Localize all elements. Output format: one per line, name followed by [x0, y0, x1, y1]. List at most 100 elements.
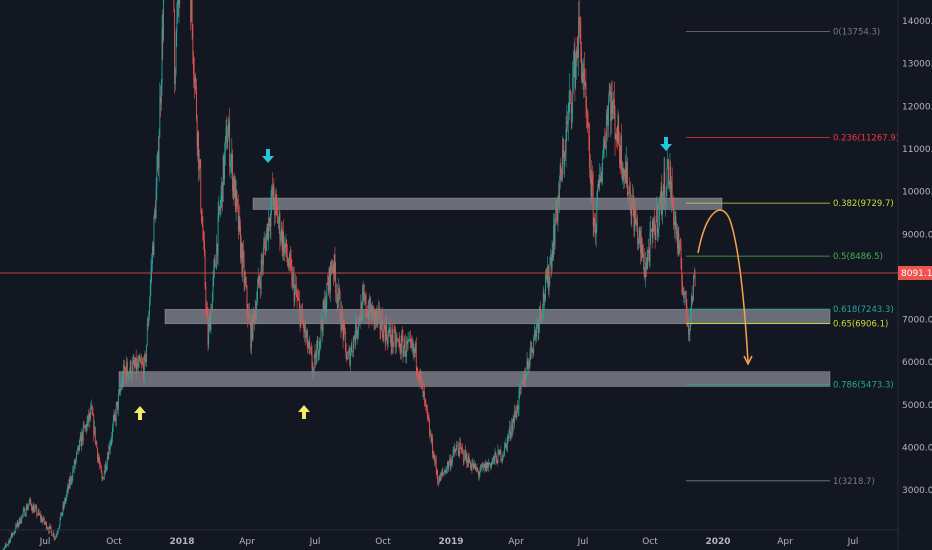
candle-body	[328, 268, 330, 291]
candle-body	[34, 507, 36, 508]
candle-body	[248, 311, 250, 320]
candle-body	[95, 441, 97, 443]
candle-body	[253, 309, 255, 314]
candle-body	[570, 94, 572, 113]
candle-body	[370, 308, 372, 313]
candle-body	[55, 537, 56, 539]
candle-body	[422, 383, 424, 397]
candle-body	[272, 185, 274, 196]
candle-body	[584, 68, 585, 87]
candle-body	[532, 349, 534, 354]
candle-body	[670, 166, 672, 201]
candle-body	[307, 330, 308, 349]
candle-body	[234, 179, 236, 197]
candle-body	[381, 317, 382, 330]
candle-body	[58, 525, 60, 529]
candle-body	[23, 508, 25, 511]
candle-body	[507, 436, 509, 439]
candle-body	[208, 326, 210, 345]
candle-body	[176, 18, 178, 33]
candle-body	[144, 355, 146, 357]
candle-body	[504, 445, 505, 456]
candle-body	[235, 179, 236, 212]
candle-body	[368, 309, 370, 320]
candle-body	[38, 511, 40, 515]
candle-body	[329, 268, 331, 292]
candle-body	[224, 152, 226, 179]
candle-body	[353, 337, 355, 339]
candle-body	[508, 433, 510, 439]
candle-body	[49, 525, 50, 532]
candle-body	[533, 337, 535, 354]
candle-body	[439, 475, 441, 482]
candle-body	[323, 301, 325, 309]
candle-body	[448, 462, 450, 468]
fibonacci-retracement: 0(13754.3) 0.236(11267.9) 0.382(9729.7) 0.5…	[686, 27, 899, 487]
candle-body	[123, 364, 125, 384]
candle-body	[239, 216, 241, 227]
candle-body	[483, 464, 485, 467]
candle-body	[315, 351, 317, 365]
candle-body	[25, 514, 26, 516]
candle-body	[262, 262, 264, 265]
candle-body	[212, 277, 214, 293]
candle-body	[240, 243, 242, 259]
candle-body	[351, 345, 353, 352]
candle-body	[227, 131, 229, 137]
candle-body	[478, 474, 480, 476]
candle-body	[102, 477, 104, 479]
candle-body	[214, 259, 216, 266]
candle-body	[619, 153, 621, 165]
candle-body	[124, 368, 126, 370]
candle-body	[648, 253, 650, 262]
candle-body	[605, 146, 606, 148]
candle-body	[452, 456, 453, 463]
candle-body	[248, 311, 249, 319]
candle-body	[348, 349, 350, 353]
candle-body	[433, 455, 435, 459]
candle-body	[378, 309, 379, 314]
candle-body	[305, 335, 307, 337]
candle-body	[330, 262, 332, 270]
candle-body	[514, 410, 515, 423]
candle-body	[28, 504, 29, 507]
candle-body	[125, 368, 127, 379]
candle-body	[516, 405, 518, 419]
candle-body	[357, 330, 359, 334]
candle-body	[375, 310, 377, 320]
candle-body	[694, 275, 696, 286]
candle-body	[319, 341, 320, 354]
candle-body	[449, 458, 450, 463]
candle-body	[64, 499, 66, 502]
up-arrow-icon	[298, 405, 310, 419]
candle-body	[347, 357, 348, 360]
candle-body	[588, 127, 590, 137]
candle-body	[216, 243, 218, 268]
candle-body	[66, 492, 68, 498]
candle-body	[487, 462, 489, 468]
candle-body	[643, 253, 644, 258]
candle-body	[30, 499, 32, 505]
candle-body	[344, 324, 345, 331]
candle-body	[336, 292, 338, 303]
candle-body	[130, 361, 132, 378]
candle-body	[404, 339, 406, 357]
candle-body	[398, 339, 400, 341]
fib-level-label: 0.5(8486.5)	[833, 252, 883, 262]
candle-body	[596, 199, 598, 230]
candle-body	[19, 517, 20, 524]
candle-body	[157, 151, 159, 169]
candle-body	[241, 243, 243, 272]
candle-body	[154, 210, 156, 217]
candle-body	[16, 521, 18, 527]
candle-body	[197, 131, 199, 147]
candle-body	[214, 259, 215, 267]
candle-body	[568, 102, 570, 111]
candle-body	[457, 445, 458, 446]
candle-body	[279, 213, 281, 241]
candle-body	[539, 307, 540, 324]
candle-body	[118, 389, 120, 395]
candle-body	[421, 381, 423, 384]
candle-body	[575, 61, 577, 88]
